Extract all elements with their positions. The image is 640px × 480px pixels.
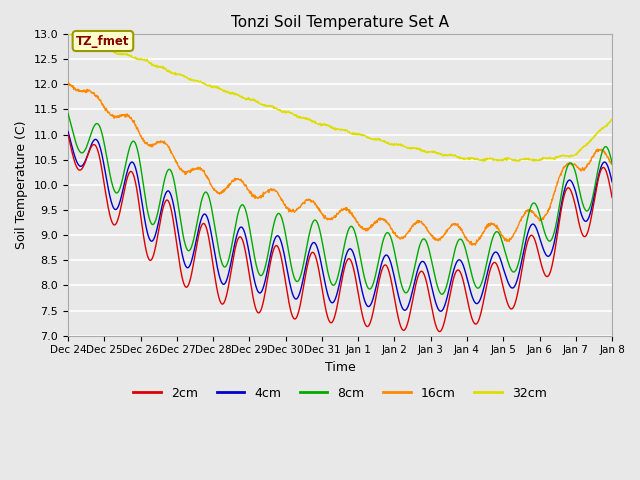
2cm	[608, 194, 616, 200]
32cm	[496, 157, 504, 163]
Line: 8cm: 8cm	[68, 114, 612, 294]
4cm	[424, 270, 432, 276]
X-axis label: Time: Time	[324, 361, 355, 374]
32cm	[425, 149, 433, 155]
Text: TZ_fmet: TZ_fmet	[76, 35, 130, 48]
2cm	[424, 288, 432, 293]
16cm	[64, 80, 72, 85]
32cm	[545, 155, 552, 161]
2cm	[496, 270, 504, 276]
4cm	[437, 308, 445, 314]
Line: 2cm: 2cm	[68, 134, 612, 332]
16cm	[608, 162, 616, 168]
4cm	[185, 264, 193, 270]
16cm	[424, 228, 432, 234]
16cm	[544, 208, 552, 214]
8cm	[608, 160, 616, 166]
2cm	[172, 235, 180, 240]
32cm	[65, 31, 73, 36]
8cm	[246, 227, 253, 233]
8cm	[172, 187, 180, 193]
4cm	[544, 253, 552, 259]
32cm	[246, 97, 254, 103]
4cm	[64, 129, 72, 134]
8cm	[424, 244, 432, 250]
4cm	[496, 254, 504, 260]
8cm	[544, 237, 552, 243]
Line: 32cm: 32cm	[68, 34, 612, 161]
32cm	[186, 76, 193, 82]
Y-axis label: Soil Temperature (C): Soil Temperature (C)	[15, 120, 28, 249]
32cm	[608, 116, 616, 122]
16cm	[472, 242, 479, 248]
8cm	[496, 232, 504, 238]
32cm	[481, 158, 488, 164]
2cm	[544, 274, 552, 279]
Title: Tonzi Soil Temperature Set A: Tonzi Soil Temperature Set A	[231, 15, 449, 30]
16cm	[185, 168, 193, 174]
32cm	[172, 71, 180, 77]
Line: 16cm: 16cm	[68, 83, 612, 245]
2cm	[436, 329, 444, 335]
8cm	[64, 111, 72, 117]
4cm	[608, 179, 616, 185]
4cm	[246, 254, 253, 260]
Legend: 2cm, 4cm, 8cm, 16cm, 32cm: 2cm, 4cm, 8cm, 16cm, 32cm	[129, 382, 552, 405]
Line: 4cm: 4cm	[68, 132, 612, 311]
16cm	[246, 188, 253, 194]
16cm	[172, 157, 180, 163]
16cm	[496, 229, 504, 235]
2cm	[64, 132, 72, 137]
32cm	[64, 31, 72, 36]
2cm	[185, 281, 193, 287]
8cm	[438, 291, 446, 297]
2cm	[246, 276, 253, 281]
8cm	[185, 248, 193, 253]
4cm	[172, 214, 180, 220]
